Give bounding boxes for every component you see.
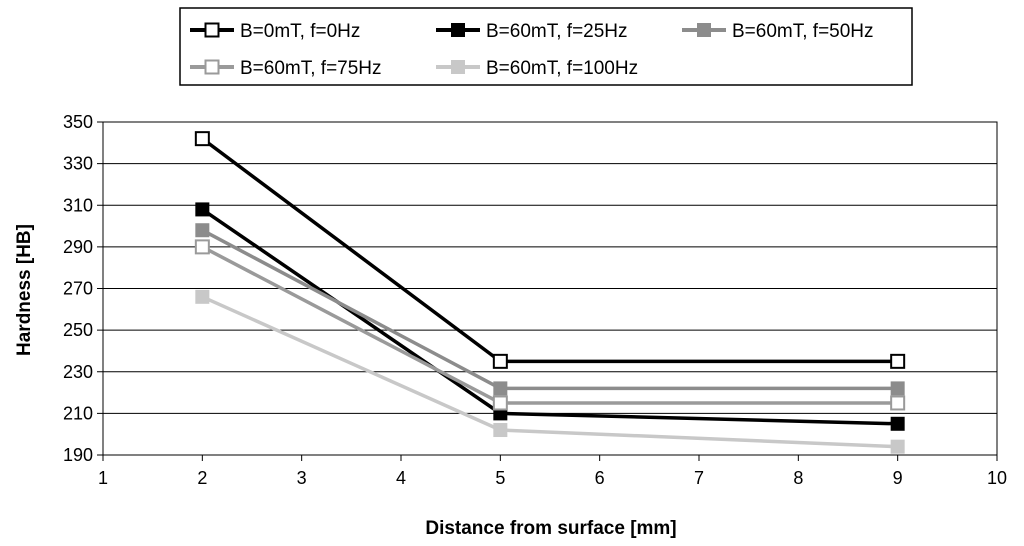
data-point [890, 416, 905, 431]
grid [103, 121, 997, 456]
legend-label: B=60mT, f=75Hz [240, 58, 382, 79]
series-3 [195, 223, 905, 396]
data-point [194, 131, 210, 147]
series-5 [195, 289, 905, 454]
data-point [493, 381, 508, 396]
series-1 [194, 131, 906, 369]
legend-swatch-marker [204, 59, 220, 75]
data-point [195, 223, 210, 238]
legend-swatch-marker [451, 23, 465, 37]
data-point [195, 202, 210, 217]
y-tick-label: 250 [63, 320, 93, 340]
data-point [195, 289, 210, 304]
series [194, 131, 906, 454]
data-point [890, 439, 905, 454]
data-point [493, 423, 508, 438]
x-tick-label: 1 [98, 468, 108, 488]
data-point [492, 395, 508, 411]
data-point [890, 353, 906, 369]
legend-label: B=60mT, f=25Hz [486, 21, 628, 42]
y-tick-label: 230 [63, 362, 93, 382]
legend-label: B=0mT, f=0Hz [240, 21, 360, 42]
series-line [201, 245, 898, 405]
legend-label: B=60mT, f=100Hz [486, 58, 638, 79]
series-line [201, 137, 898, 364]
series-2 [195, 202, 905, 431]
legend-item: B=60mT, f=100Hz [436, 58, 638, 79]
legend-swatch-marker [697, 23, 711, 37]
y-tick-label: 330 [63, 154, 93, 174]
y-tick-label: 190 [63, 445, 93, 465]
x-tick-label: 5 [495, 468, 505, 488]
data-point [890, 381, 905, 396]
legend-swatch-marker [204, 22, 220, 38]
x-tick-label: 6 [595, 468, 605, 488]
y-tick-label: 210 [63, 403, 93, 423]
y-tick-label: 310 [63, 195, 93, 215]
data-point [492, 353, 508, 369]
legend-item: B=60mT, f=25Hz [436, 21, 628, 42]
axes: 190 210 230 250 270 290 310 330 350 1 2 3 4 5 6 7 8 9 10 [63, 112, 1007, 488]
legend-swatch-marker [451, 60, 465, 74]
legend: B=0mT, f=0Hz B=60mT, f=25Hz B=60mT, f=50Hz… [179, 7, 913, 86]
legend-item: B=0mT, f=0Hz [190, 21, 360, 42]
series-line [201, 207, 898, 426]
x-tick-label: 3 [297, 468, 307, 488]
x-tick-label: 9 [893, 468, 903, 488]
legend-label: B=60mT, f=50Hz [732, 21, 874, 42]
plot-frame [102, 121, 998, 456]
y-tick-label: 290 [63, 237, 93, 257]
x-tick-label: 4 [396, 468, 406, 488]
x-tick-label: 7 [694, 468, 704, 488]
legend-item: B=60mT, f=75Hz [190, 58, 382, 79]
y-axis-title: Hardness [HB] [14, 224, 35, 356]
data-point [194, 239, 210, 255]
y-tick-label: 350 [63, 112, 93, 132]
x-tick-label: 10 [987, 468, 1007, 488]
x-tick-label: 2 [197, 468, 207, 488]
legend-box [179, 7, 913, 86]
y-tick-label: 270 [63, 279, 93, 299]
x-axis-title: Distance from surface [mm] [425, 518, 676, 539]
data-point [890, 395, 906, 411]
series-line [201, 228, 898, 391]
legend-item: B=60mT, f=50Hz [682, 21, 874, 42]
x-tick-label: 8 [793, 468, 803, 488]
series-4 [194, 239, 906, 411]
